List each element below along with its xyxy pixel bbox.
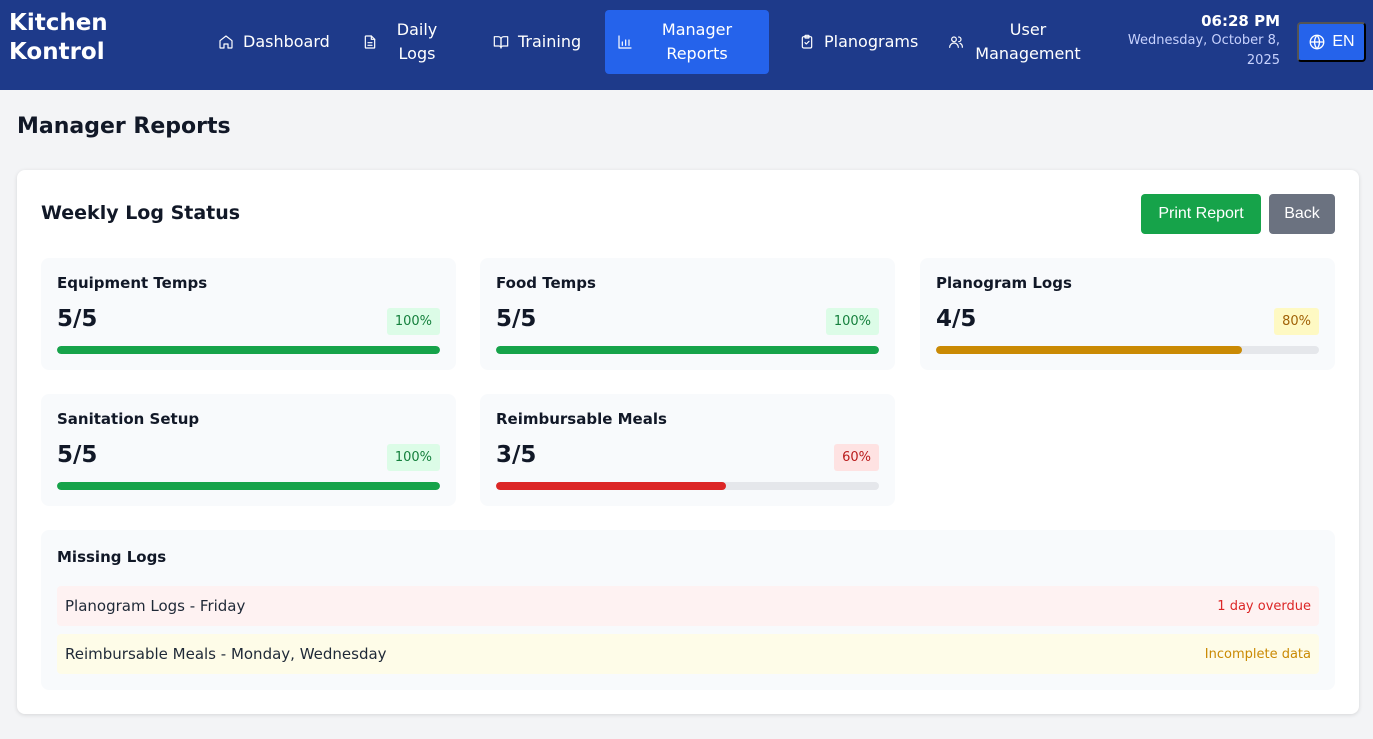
missing-logs-title: Missing Logs bbox=[57, 548, 167, 566]
nav-item-user-management[interactable]: User Management bbox=[938, 10, 1098, 74]
back-button[interactable]: Back bbox=[1269, 194, 1335, 234]
progress-track bbox=[496, 482, 879, 490]
stat-percent-badge: 60% bbox=[834, 444, 879, 471]
clock-time: 06:28 PM bbox=[1201, 12, 1280, 30]
stat-count: 5/5 bbox=[496, 306, 537, 332]
stat-name: Reimbursable Meals bbox=[496, 410, 667, 428]
users-icon bbox=[947, 33, 965, 51]
progress-fill bbox=[496, 346, 879, 354]
nav-item-manager-reports[interactable]: Manager Reports bbox=[605, 10, 769, 74]
stat-card-reimbursable-meals: Reimbursable Meals 3/5 60% bbox=[480, 394, 895, 506]
stat-card-sanitation-setup: Sanitation Setup 5/5 100% bbox=[41, 394, 456, 506]
card-title: Weekly Log Status bbox=[41, 202, 241, 224]
stat-count: 5/5 bbox=[57, 442, 98, 468]
brand-logo[interactable]: Kitchen Kontrol bbox=[9, 10, 108, 65]
nav-item-label: Dashboard bbox=[243, 32, 330, 51]
nav-item-label: Planograms bbox=[824, 32, 919, 51]
nav-item-label: Training bbox=[518, 32, 582, 51]
stat-percent-badge: 100% bbox=[386, 444, 440, 471]
clipboard-check-icon bbox=[798, 33, 816, 51]
top-nav: Kitchen Kontrol Dashboard Daily Logs Tra… bbox=[0, 0, 1373, 90]
stat-count: 3/5 bbox=[496, 442, 537, 468]
progress-fill bbox=[936, 346, 1243, 354]
stat-card-planogram-logs: Planogram Logs 4/5 80% bbox=[920, 258, 1335, 370]
clock-date: Wednesday, October 8, 2025 bbox=[1127, 33, 1280, 68]
progress-fill bbox=[57, 346, 440, 354]
nav-item-label: Manager Reports bbox=[661, 20, 733, 63]
stat-percent-badge: 100% bbox=[825, 308, 879, 335]
stat-count: 4/5 bbox=[936, 306, 977, 332]
stat-count: 5/5 bbox=[57, 306, 98, 332]
nav-item-label: Daily Logs bbox=[396, 20, 438, 63]
nav-item-dashboard[interactable]: Dashboard bbox=[208, 10, 334, 74]
progress-track bbox=[936, 346, 1319, 354]
home-icon bbox=[217, 33, 235, 51]
progress-fill bbox=[57, 482, 440, 490]
page-title: Manager Reports bbox=[17, 114, 231, 139]
stat-percent-badge: 80% bbox=[1274, 308, 1319, 335]
print-report-button[interactable]: Print Report bbox=[1141, 194, 1261, 234]
stat-percent-badge: 100% bbox=[386, 308, 440, 335]
book-open-icon bbox=[492, 33, 510, 51]
missing-log-item: Planogram Logs - Friday 1 day overdue bbox=[57, 586, 1319, 626]
missing-log-text: Reimbursable Meals - Monday, Wednesday bbox=[65, 645, 387, 663]
stat-name: Sanitation Setup bbox=[57, 410, 200, 428]
language-label: EN bbox=[1332, 33, 1355, 50]
nav-item-label: User Management bbox=[975, 20, 1081, 63]
globe-icon bbox=[1309, 34, 1325, 50]
missing-log-status: Incomplete data bbox=[1204, 646, 1311, 662]
weekly-log-status-card: Weekly Log Status Print Report Back Equi… bbox=[17, 170, 1359, 714]
bar-chart-icon bbox=[616, 33, 634, 51]
language-button[interactable]: EN bbox=[1297, 22, 1366, 62]
missing-log-status: 1 day overdue bbox=[1217, 598, 1311, 614]
stat-name: Planogram Logs bbox=[936, 274, 1072, 292]
stat-card-food-temps: Food Temps 5/5 100% bbox=[480, 258, 895, 370]
progress-fill bbox=[496, 482, 726, 490]
missing-log-item: Reimbursable Meals - Monday, Wednesday I… bbox=[57, 634, 1319, 674]
nav-item-training[interactable]: Training bbox=[483, 10, 588, 74]
stat-name: Equipment Temps bbox=[57, 274, 208, 292]
progress-track bbox=[57, 482, 440, 490]
file-text-icon bbox=[361, 33, 379, 51]
stat-card-equipment-temps: Equipment Temps 5/5 100% bbox=[41, 258, 456, 370]
progress-track bbox=[57, 346, 440, 354]
progress-track bbox=[496, 346, 879, 354]
missing-logs-panel: Missing Logs Planogram Logs - Friday 1 d… bbox=[41, 530, 1335, 690]
stat-name: Food Temps bbox=[496, 274, 596, 292]
nav-item-daily-logs[interactable]: Daily Logs bbox=[352, 10, 462, 74]
missing-log-text: Planogram Logs - Friday bbox=[65, 597, 246, 615]
nav-item-planograms[interactable]: Planograms bbox=[789, 10, 921, 74]
clock: 06:28 PM Wednesday, October 8, 2025 bbox=[1120, 11, 1280, 71]
